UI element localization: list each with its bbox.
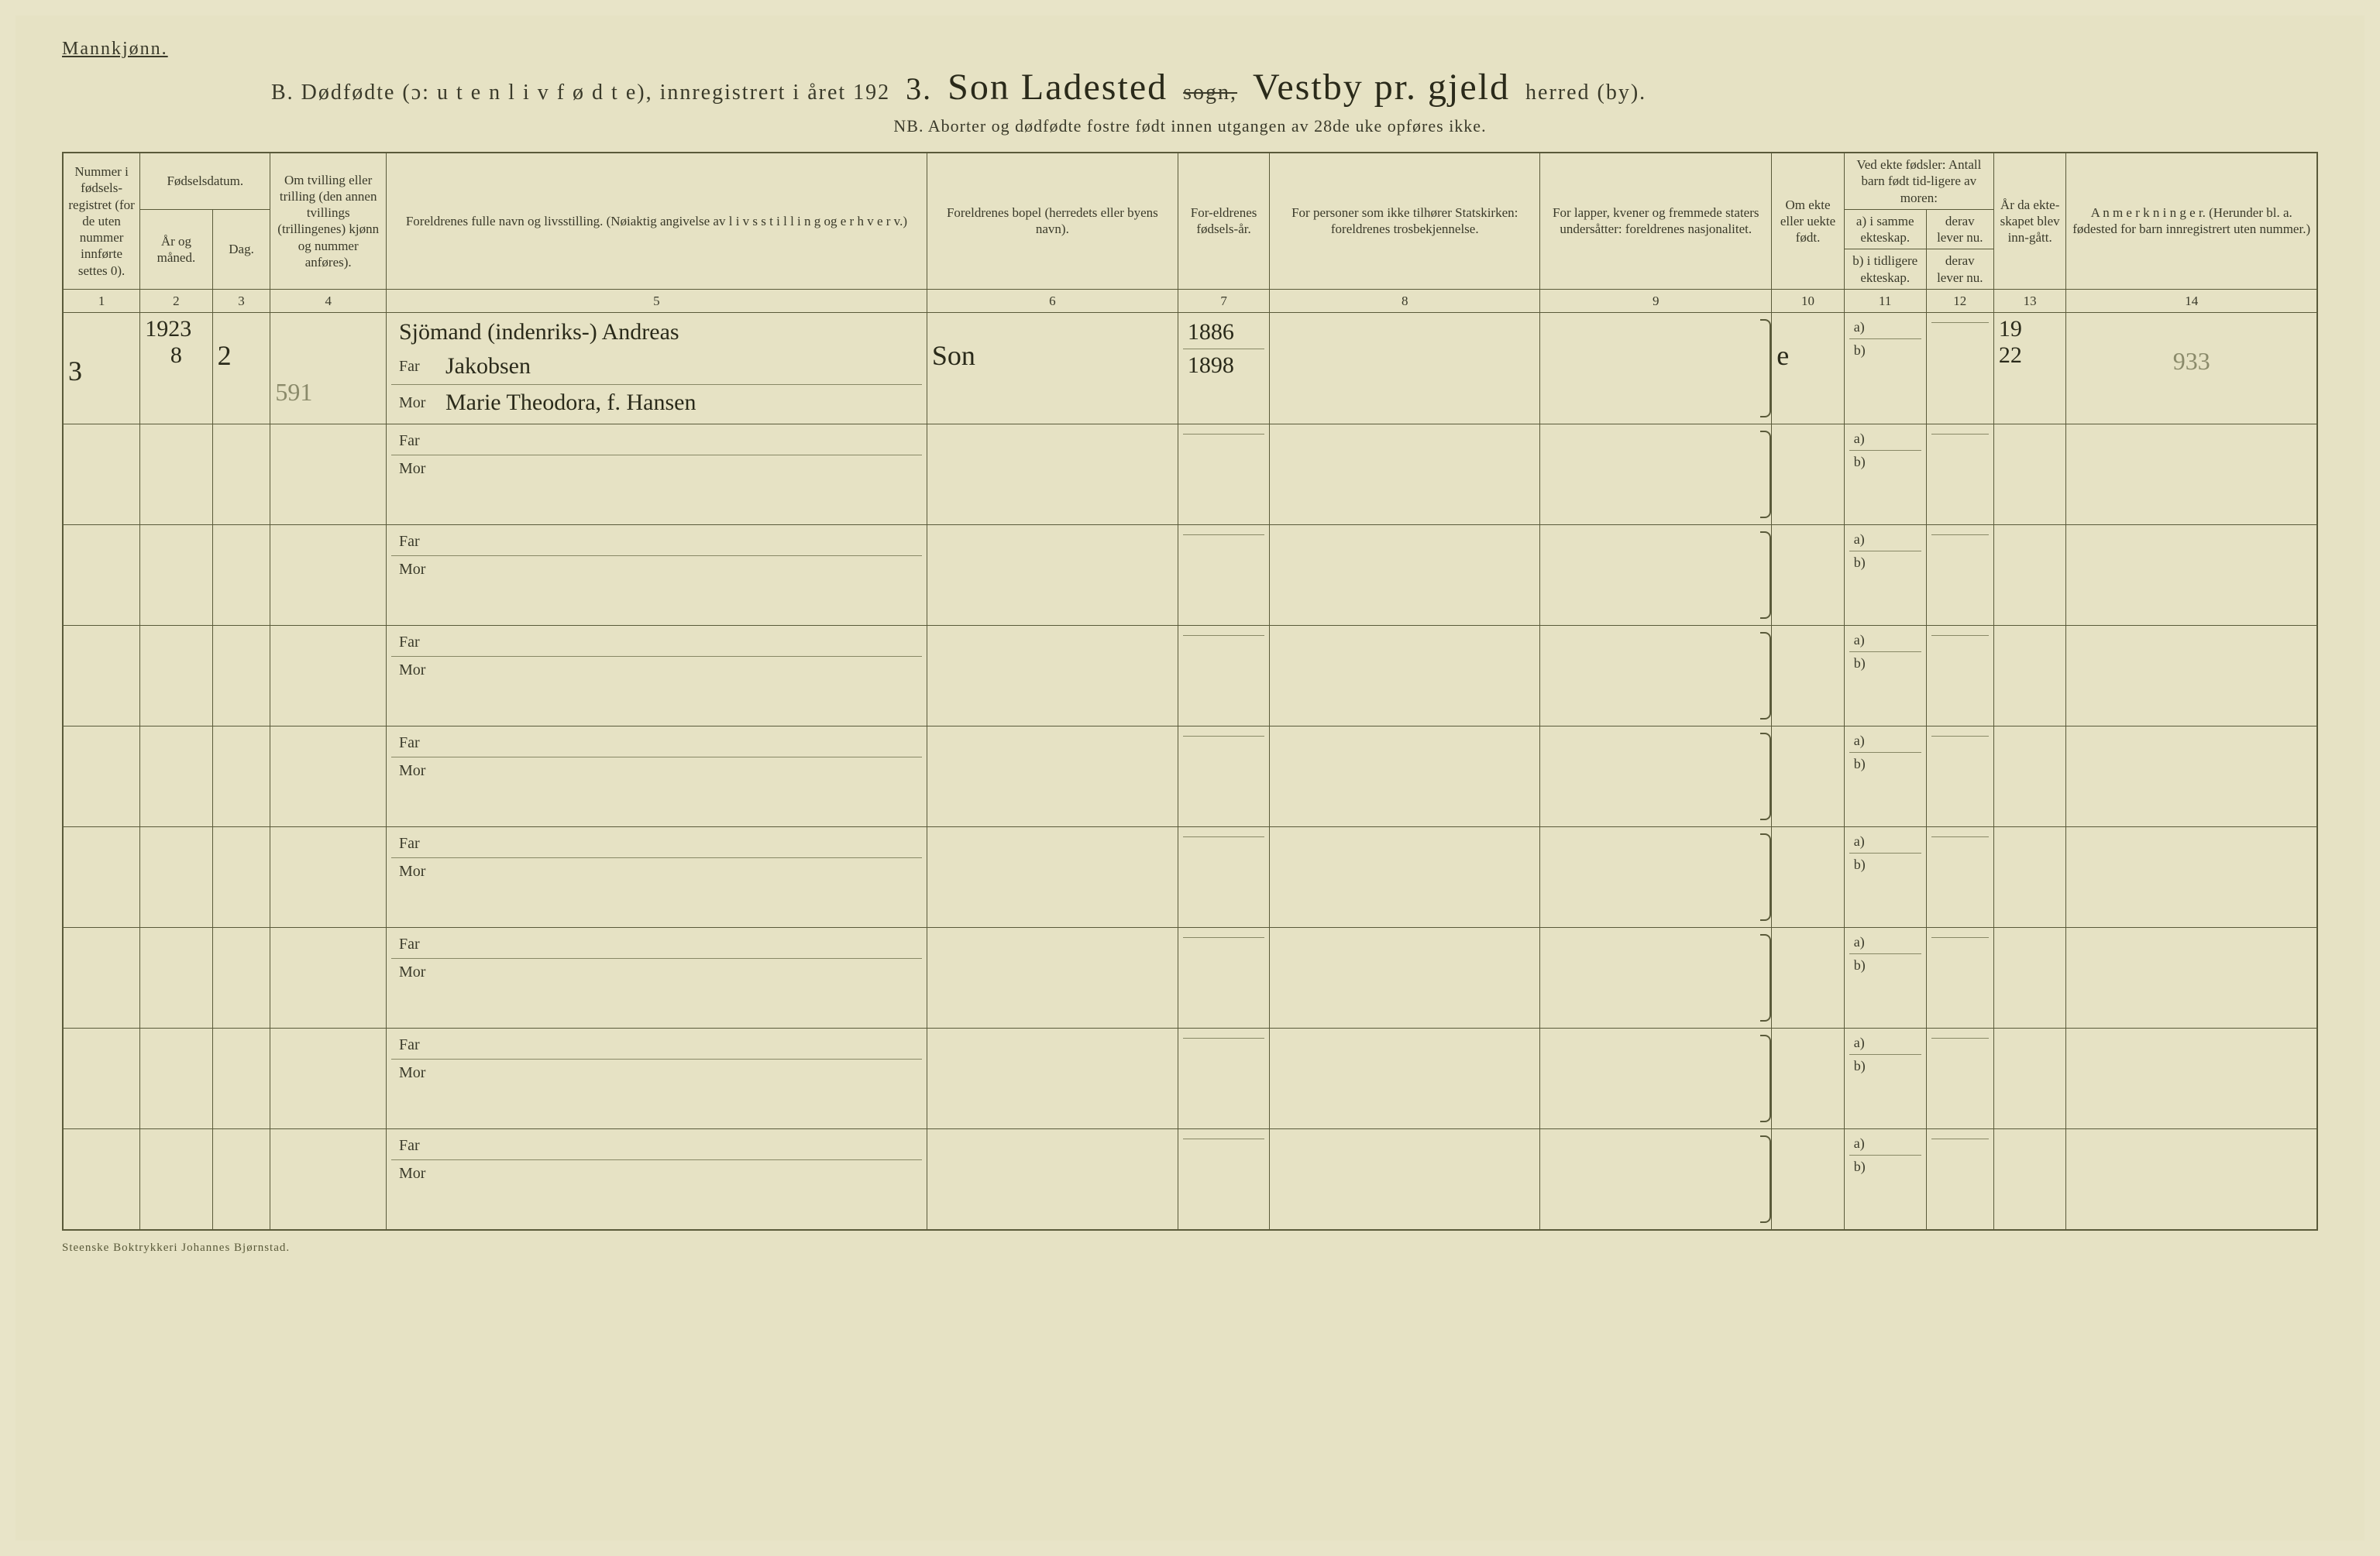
- table-row: Far Mor a)b): [63, 626, 2317, 726]
- year-handwritten: 3.: [906, 70, 932, 107]
- col-header-6: Foreldrenes bopel (herredets eller byens…: [927, 153, 1178, 289]
- colnum-11: 11: [1844, 289, 1926, 312]
- col-header-date-top: Fødselsdatum.: [140, 153, 270, 209]
- title-line: B. Dødfødte (ɔ: u t e n l i v f ø d t e)…: [62, 66, 2318, 108]
- cell-ab-11: a) b): [1844, 313, 1926, 424]
- cell-bopel: Son: [927, 313, 1178, 424]
- table-row: Far Mor a)b): [63, 525, 2317, 626]
- cell-ab-12: [1926, 313, 1993, 424]
- col-header-12a: derav lever nu.: [1926, 209, 1993, 249]
- colnum-9: 9: [1540, 289, 1772, 312]
- col-header-7: For-eldrenes fødsels-år.: [1178, 153, 1269, 289]
- cell-parent-years: 1886 1898: [1178, 313, 1269, 424]
- table-row: Far Mor a)b): [63, 424, 2317, 525]
- herred-handwritten: Vestby pr. gjeld: [1253, 66, 1510, 108]
- colnum-14: 14: [2066, 289, 2317, 312]
- sogn-label-struck: sogn,: [1183, 81, 1237, 105]
- herred-label: herred (by).: [1525, 81, 1646, 105]
- nb-note: NB. Aborter og dødfødte fostre født inne…: [62, 116, 2318, 136]
- far-label: Far: [399, 358, 432, 376]
- mor-name: Marie Theodora, f. Hansen: [445, 390, 696, 416]
- sogn-handwritten: Son Ladested: [948, 66, 1168, 108]
- table-row: Far Mor a)b): [63, 928, 2317, 1029]
- colnum-2: 2: [140, 289, 212, 312]
- col-header-10: Om ekte eller uekte født.: [1772, 153, 1844, 289]
- footer-printer: Steenske Boktrykkeri Johannes Bjørnstad.: [62, 1242, 2318, 1255]
- colnum-3: 3: [212, 289, 270, 312]
- colnum-12: 12: [1926, 289, 1993, 312]
- colnum-10: 10: [1772, 289, 1844, 312]
- far-name: Jakobsen: [445, 353, 531, 380]
- col-header-3: Dag.: [212, 209, 270, 289]
- colnum-8: 8: [1270, 289, 1540, 312]
- colnum-4: 4: [270, 289, 387, 312]
- table-row: Far Mor a)b): [63, 1129, 2317, 1230]
- mor-label: Mor: [399, 394, 432, 412]
- cell-twin: 591: [270, 313, 387, 424]
- colnum-7: 7: [1178, 289, 1269, 312]
- colnum-13: 13: [1993, 289, 2065, 312]
- cell-num: 3: [63, 313, 140, 424]
- table-body: 3 1923 8 2 591 Sjömand (indenriks-) Andr…: [63, 313, 2317, 1230]
- col-header-9: For lapper, kvener og fremmede staters u…: [1540, 153, 1772, 289]
- col-header-8: For personer som ikke tilhører Statskirk…: [1270, 153, 1540, 289]
- table-header: Nummer i fødsels-registret (for de uten …: [63, 153, 2317, 313]
- col-header-4: Om tvilling eller trilling (den annen tv…: [270, 153, 387, 289]
- col-header-11b: b) i tidligere ekteskap.: [1844, 249, 1926, 290]
- col-header-13: År da ekte-skapet blev inn-gått.: [1993, 153, 2065, 289]
- cell-nationality: [1540, 313, 1772, 424]
- cell-ekte: e: [1772, 313, 1844, 424]
- table-row: Far Mor a)b): [63, 726, 2317, 827]
- cell-remark: 933: [2066, 313, 2317, 424]
- cell-religion: [1270, 313, 1540, 424]
- col-header-12b: derav lever nu.: [1926, 249, 1993, 290]
- col-header-5: Foreldrenes fulle navn og livsstilling. …: [386, 153, 927, 289]
- cell-day: 2: [212, 313, 270, 424]
- col-header-2: År og måned.: [140, 209, 212, 289]
- cell-parents: Sjömand (indenriks-) Andreas Far Jakobse…: [386, 313, 927, 424]
- title-prefix: B. Dødfødte (ɔ: u t e n l i v f ø d t e)…: [271, 81, 890, 105]
- colnum-1: 1: [63, 289, 140, 312]
- cell-marriage-year: 19 22: [1993, 313, 2065, 424]
- table-row: Far Mor a)b): [63, 1029, 2317, 1129]
- col-header-11a: a) i samme ekteskap.: [1844, 209, 1926, 249]
- col-header-11-top: Ved ekte fødsler: Antall barn født tid-l…: [1844, 153, 1993, 209]
- colnum-5: 5: [386, 289, 927, 312]
- table-row: 3 1923 8 2 591 Sjömand (indenriks-) Andr…: [63, 313, 2317, 424]
- col-header-14: A n m e r k n i n g e r. (Herunder bl. a…: [2066, 153, 2317, 289]
- register-page: Mannkjønn. B. Dødfødte (ɔ: u t e n l i v…: [15, 15, 2365, 1541]
- table-row: Far Mor a)b): [63, 827, 2317, 928]
- register-table: Nummer i fødsels-registret (for de uten …: [62, 152, 2318, 1231]
- gender-label: Mannkjønn.: [62, 39, 2318, 60]
- cell-year-month: 1923 8: [140, 313, 212, 424]
- col-header-1: Nummer i fødsels-registret (for de uten …: [63, 153, 140, 289]
- colnum-6: 6: [927, 289, 1178, 312]
